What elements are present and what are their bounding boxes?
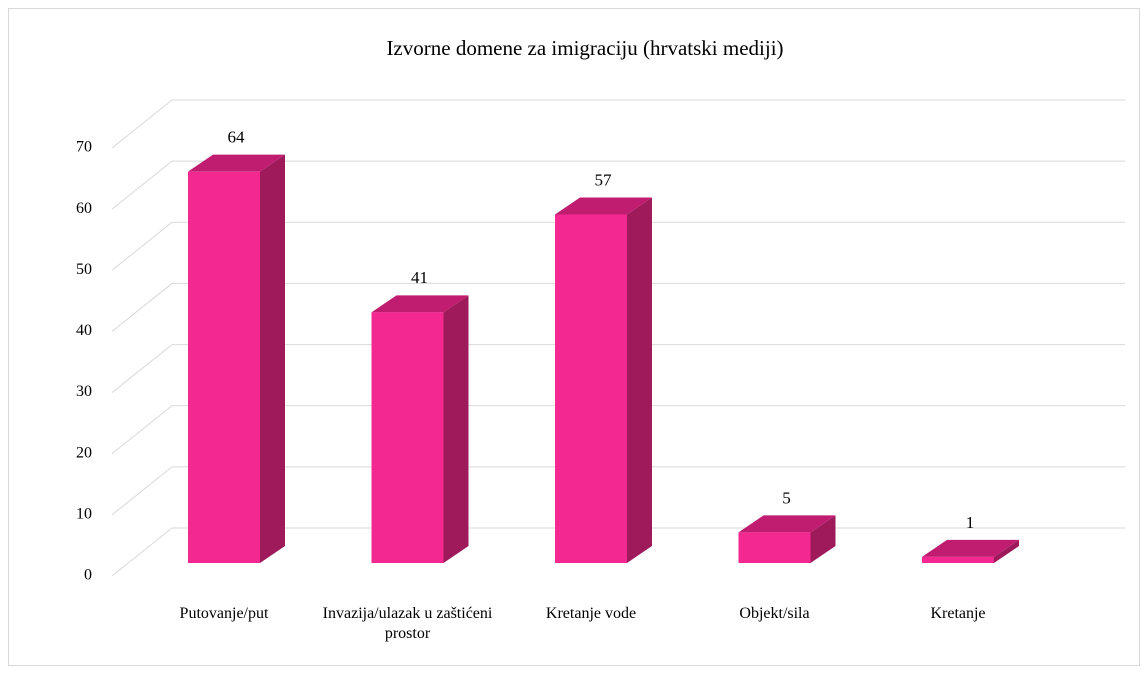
- y-tick-label: 70: [76, 139, 92, 156]
- grid-line: [111, 405, 1125, 455]
- y-tick-label: 60: [76, 200, 92, 217]
- bar: [371, 295, 469, 563]
- bar-top: [188, 154, 285, 172]
- chart-title: Izvorne domene za imigraciju (hrvatski m…: [386, 36, 783, 60]
- bar-top: [922, 539, 1019, 557]
- bar-side: [627, 197, 652, 563]
- grid-line: [111, 99, 1125, 149]
- value-label: 41: [411, 268, 428, 287]
- bar-front: [738, 532, 811, 563]
- grid-line: [111, 221, 1125, 271]
- grid-line: [111, 160, 1125, 210]
- x-tick-label: Invazija/ulazak u zaštićeni prostor: [322, 605, 493, 642]
- x-tick-label: Kretanje vode: [545, 605, 637, 622]
- bar-front: [188, 171, 260, 563]
- grid-line: [111, 282, 1125, 332]
- bar-front: [371, 312, 444, 563]
- bar-top: [555, 197, 652, 215]
- y-tick-label: 0: [84, 567, 92, 584]
- bar-top: [738, 515, 836, 533]
- bar: [738, 515, 836, 563]
- x-tick-label: Kretanje: [930, 605, 986, 622]
- value-label: 5: [782, 488, 791, 507]
- bar: [555, 197, 652, 563]
- x-tick-label: Objekt/sila: [739, 605, 810, 622]
- bar: [188, 154, 285, 563]
- y-tick-label: 50: [76, 261, 92, 278]
- bar-side: [443, 295, 469, 563]
- y-tick-label: 40: [76, 322, 92, 339]
- bar-side: [810, 515, 836, 563]
- x-tick-label: Putovanje/put: [179, 605, 269, 622]
- value-label: 1: [966, 513, 975, 532]
- y-tick-label: 20: [76, 444, 92, 461]
- y-tick-label: 10: [76, 506, 92, 523]
- bar: [922, 539, 1019, 563]
- bar-front: [922, 556, 994, 563]
- bar-front: [555, 214, 627, 563]
- grid-line: [111, 344, 1125, 393]
- grid-line: [111, 466, 1125, 516]
- value-label: 57: [595, 170, 613, 189]
- bar-side: [994, 539, 1019, 563]
- value-label: 64: [228, 128, 246, 147]
- y-tick-label: 30: [76, 383, 92, 400]
- bar-top: [371, 295, 469, 313]
- bar-side: [260, 154, 285, 563]
